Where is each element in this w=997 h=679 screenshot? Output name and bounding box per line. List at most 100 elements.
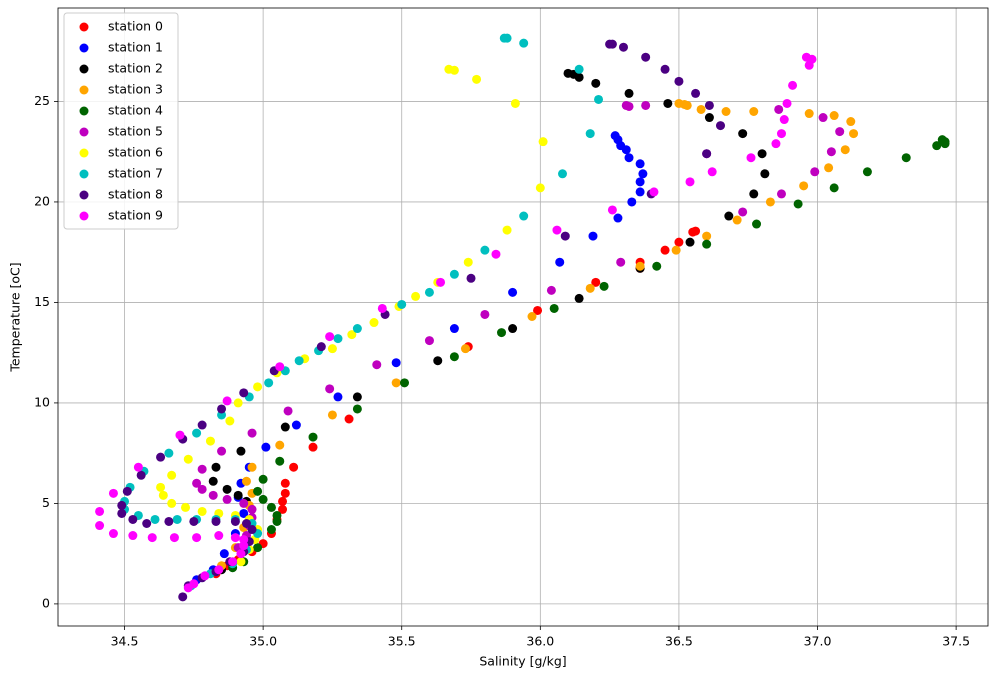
point [635,177,645,187]
point [776,129,786,139]
point [211,516,221,526]
point [117,508,127,518]
point [793,199,803,209]
x-tick-label: 35.0 [249,634,277,649]
point [840,145,850,155]
point [253,543,263,553]
point [508,324,518,334]
y-tick-label: 20 [34,193,50,208]
point [585,129,595,139]
point [588,231,598,241]
point [327,410,337,420]
legend-label: station 6 [108,145,163,160]
point [239,508,249,518]
point [585,283,595,293]
point [258,494,268,504]
point [236,557,246,567]
point [449,324,459,334]
point [594,94,604,104]
legend-marker [79,127,89,137]
point [241,519,251,529]
point [436,277,446,287]
point [233,398,243,408]
point [829,111,839,121]
legend-label: station 4 [108,103,163,118]
point [197,506,207,516]
point [122,486,132,496]
point [779,115,789,125]
y-tick-label: 10 [34,394,50,409]
point [510,98,520,108]
point [222,484,232,494]
point [258,474,268,484]
ticks: 34.5 35.0 35.5 36.0 36.5 37.0 37.5 0 5 10 15 20 25 [34,93,970,649]
point [372,360,382,370]
point [555,257,565,267]
point [280,488,290,498]
point [272,516,282,526]
point [591,78,601,88]
point [502,225,512,235]
point [266,502,276,512]
x-tick-label: 35.5 [388,634,416,649]
point [466,273,476,283]
point [749,107,759,117]
point [607,39,617,49]
y-axis-label: Temperature [oC] [8,262,23,372]
point [208,490,218,500]
point [352,404,362,414]
point [344,414,354,424]
point [222,494,232,504]
point [128,531,138,541]
point [480,245,490,255]
point [200,571,210,581]
point [624,153,634,163]
point [236,446,246,456]
point [829,183,839,193]
point [691,88,701,98]
point [164,516,174,526]
point [424,336,434,346]
point [671,245,681,255]
point [749,189,759,199]
point [275,362,285,372]
point [782,98,792,108]
point [280,478,290,488]
legend-marker [79,190,89,200]
point [211,462,221,472]
point [835,127,845,137]
point [352,324,362,334]
point [638,169,648,179]
point [352,392,362,402]
point [574,293,584,303]
point [519,38,529,48]
point [804,109,814,119]
point [702,231,712,241]
point [940,139,950,149]
point [862,167,872,177]
point [721,107,731,117]
point [164,448,174,458]
point [765,197,775,207]
x-tick-label: 37.5 [942,634,970,649]
point [391,378,401,388]
point [308,442,318,452]
point [253,382,263,392]
point [519,211,529,221]
x-tick-label: 37.0 [804,634,832,649]
point [616,257,626,267]
point [347,330,357,340]
point [247,462,257,472]
legend-marker [79,43,89,53]
point [266,525,276,535]
point [776,189,786,199]
point [707,167,717,177]
point [95,506,105,516]
point [239,498,249,508]
points [95,33,950,602]
point [247,525,257,535]
point [449,65,459,75]
point [702,149,712,159]
point [849,129,859,139]
point [624,88,634,98]
